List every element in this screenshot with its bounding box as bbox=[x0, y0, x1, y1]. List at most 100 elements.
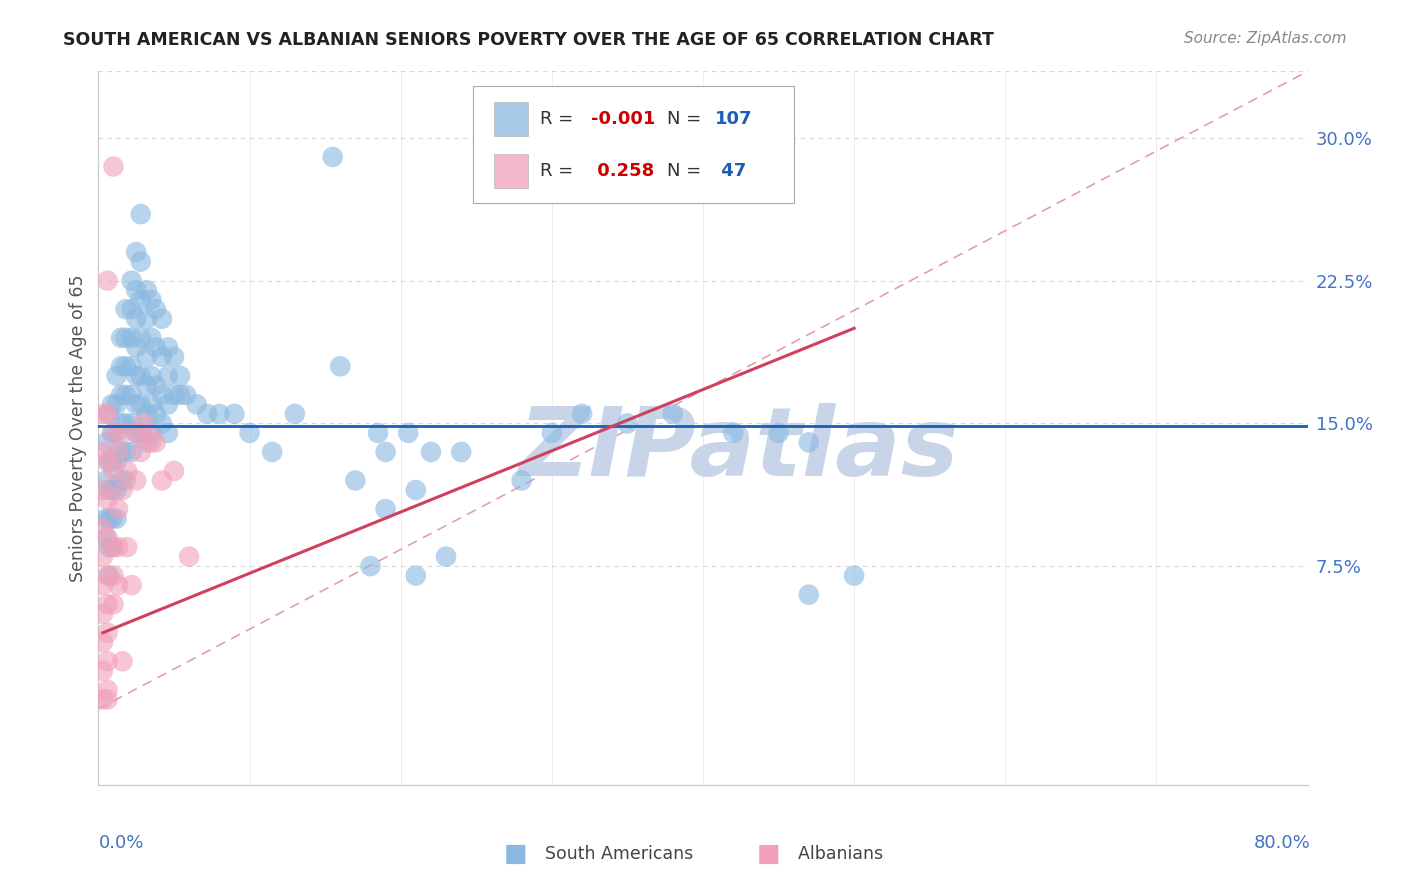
Point bbox=[94, 531, 117, 545]
Point bbox=[156, 397, 179, 411]
Point bbox=[797, 435, 820, 450]
Point bbox=[91, 607, 114, 621]
Point bbox=[96, 274, 118, 288]
Point bbox=[101, 511, 124, 525]
Point bbox=[111, 654, 134, 668]
Point bbox=[163, 464, 186, 478]
Point bbox=[329, 359, 352, 374]
Text: 0.0%: 0.0% bbox=[98, 834, 143, 852]
Point bbox=[129, 425, 152, 440]
Point bbox=[101, 397, 124, 411]
Text: ■: ■ bbox=[756, 842, 780, 865]
Point bbox=[121, 417, 143, 431]
Point bbox=[125, 340, 148, 354]
Point bbox=[262, 445, 284, 459]
Point bbox=[110, 388, 132, 402]
Point bbox=[129, 207, 152, 221]
Point bbox=[103, 160, 125, 174]
Text: R =: R = bbox=[540, 161, 574, 179]
Point bbox=[107, 502, 129, 516]
Point bbox=[450, 445, 472, 459]
FancyBboxPatch shape bbox=[474, 86, 793, 203]
Point bbox=[103, 597, 125, 611]
Text: ■: ■ bbox=[503, 842, 527, 865]
Point bbox=[121, 331, 143, 345]
Point bbox=[125, 368, 148, 383]
Point bbox=[150, 474, 173, 488]
Point bbox=[114, 474, 136, 488]
Point bbox=[121, 388, 143, 402]
Point bbox=[129, 397, 152, 411]
Point bbox=[94, 435, 117, 450]
Text: ZIPatlas: ZIPatlas bbox=[519, 403, 959, 496]
Point bbox=[141, 425, 163, 440]
Point bbox=[156, 368, 179, 383]
Point bbox=[101, 454, 124, 468]
Point bbox=[367, 425, 389, 440]
Point bbox=[121, 274, 143, 288]
Point bbox=[121, 302, 143, 317]
Text: Albanians: Albanians bbox=[787, 845, 883, 863]
Point bbox=[374, 502, 396, 516]
Point bbox=[150, 350, 173, 364]
Text: N =: N = bbox=[666, 110, 702, 128]
Point bbox=[121, 445, 143, 459]
Point bbox=[96, 654, 118, 668]
Point bbox=[121, 578, 143, 592]
Point bbox=[224, 407, 246, 421]
Point bbox=[374, 445, 396, 459]
Point bbox=[103, 425, 125, 440]
Point bbox=[101, 540, 124, 554]
Point bbox=[110, 474, 132, 488]
Point bbox=[135, 350, 157, 364]
Point bbox=[114, 359, 136, 374]
Point bbox=[141, 397, 163, 411]
Point bbox=[150, 311, 173, 326]
Point bbox=[141, 331, 163, 345]
Point bbox=[103, 464, 125, 478]
Point bbox=[125, 425, 148, 440]
Y-axis label: Seniors Poverty Over the Age of 65: Seniors Poverty Over the Age of 65 bbox=[69, 275, 87, 582]
Point bbox=[98, 540, 121, 554]
Point bbox=[129, 293, 152, 307]
Point bbox=[114, 302, 136, 317]
Point bbox=[94, 474, 117, 488]
Point bbox=[405, 568, 427, 582]
Point bbox=[96, 531, 118, 545]
Point bbox=[135, 283, 157, 297]
Point bbox=[107, 445, 129, 459]
Point bbox=[129, 331, 152, 345]
Point bbox=[135, 425, 157, 440]
Point bbox=[91, 578, 114, 592]
Point bbox=[135, 311, 157, 326]
Point bbox=[98, 407, 121, 421]
Point bbox=[179, 549, 201, 564]
Point bbox=[797, 588, 820, 602]
Point bbox=[844, 568, 866, 582]
Point bbox=[121, 359, 143, 374]
Point bbox=[145, 302, 167, 317]
Point bbox=[125, 311, 148, 326]
Point bbox=[110, 445, 132, 459]
Point bbox=[125, 283, 148, 297]
Point bbox=[96, 597, 118, 611]
Point bbox=[91, 407, 114, 421]
Point bbox=[101, 425, 124, 440]
Point bbox=[110, 331, 132, 345]
Point bbox=[510, 474, 533, 488]
Point bbox=[208, 407, 231, 421]
Point bbox=[239, 425, 262, 440]
Point bbox=[105, 397, 128, 411]
Point bbox=[163, 350, 186, 364]
Point bbox=[156, 425, 179, 440]
Point bbox=[420, 445, 443, 459]
Point bbox=[91, 549, 114, 564]
Point bbox=[540, 425, 562, 440]
Point bbox=[723, 425, 745, 440]
Point bbox=[186, 397, 208, 411]
Point bbox=[125, 425, 148, 440]
Point bbox=[103, 568, 125, 582]
Point bbox=[101, 483, 124, 497]
Point bbox=[91, 521, 114, 535]
Point bbox=[135, 378, 157, 392]
